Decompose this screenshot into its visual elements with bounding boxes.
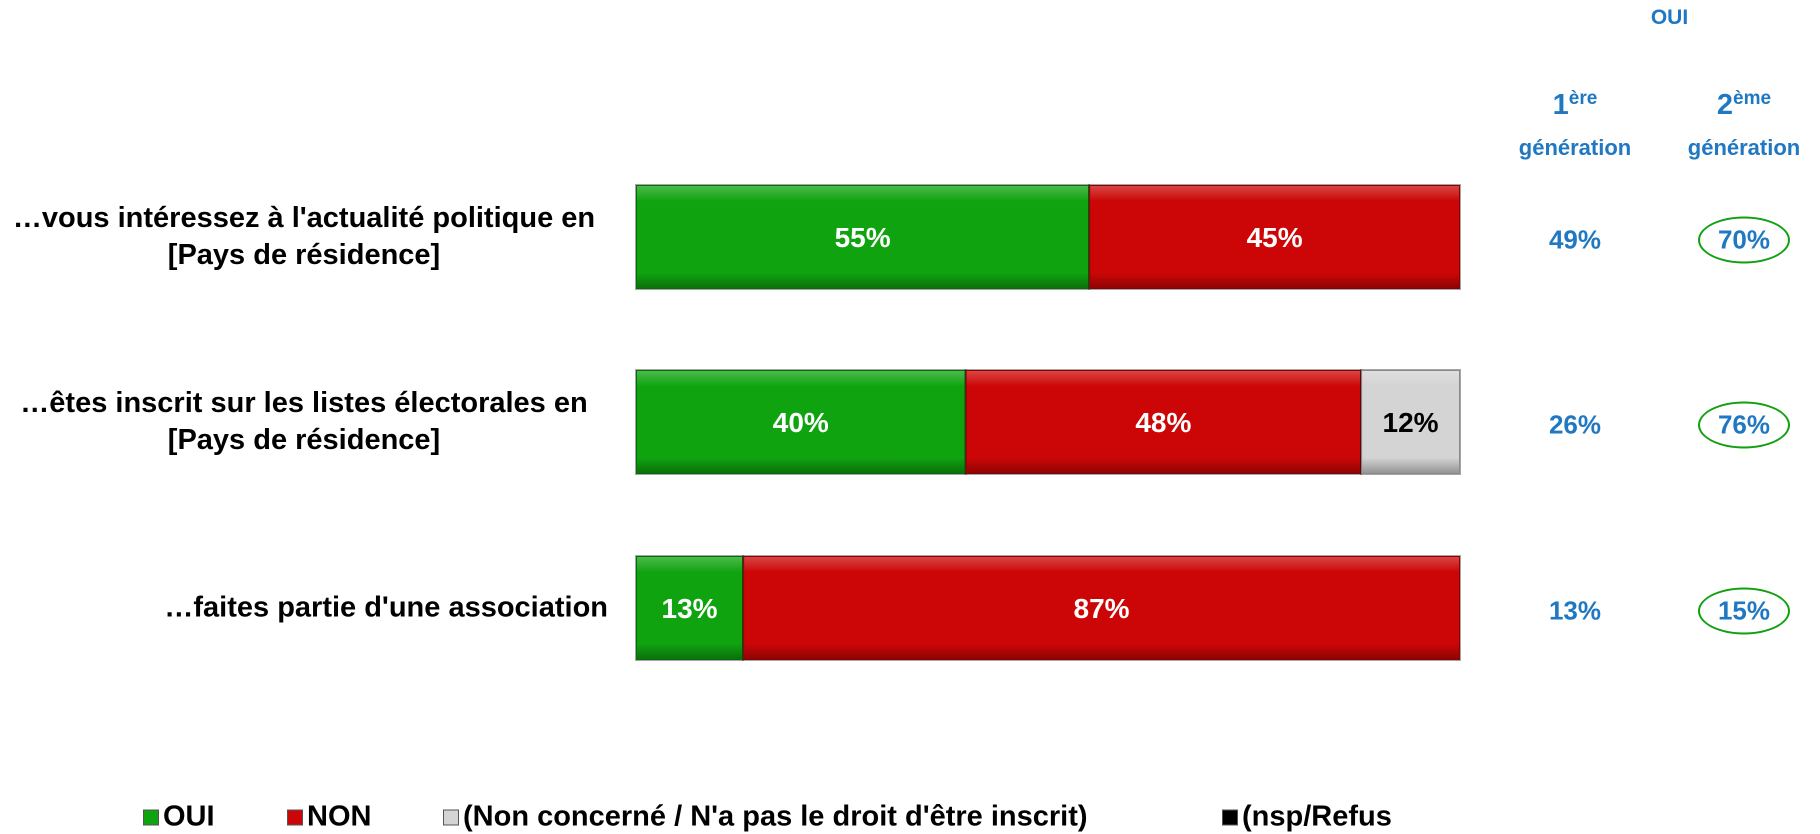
bar-value-label: 12% xyxy=(1383,407,1439,438)
bar-shade xyxy=(966,371,1361,473)
legend-swatch xyxy=(1222,809,1238,825)
column-value: 15% xyxy=(1698,587,1790,635)
bar-shade xyxy=(1362,371,1459,473)
category-label: …faites partie d'une association xyxy=(164,591,608,624)
legend-item: (Non concerné / N'a pas le droit d'être … xyxy=(443,801,1088,834)
bar-value-label: 48% xyxy=(1135,407,1191,438)
legend-label: (Non concerné / N'a pas le droit d'être … xyxy=(463,800,1088,833)
header-sup: ème xyxy=(1733,88,1772,109)
legend-swatch xyxy=(443,809,459,825)
legend-label: NON xyxy=(307,800,372,833)
column-value: 70% xyxy=(1698,216,1790,264)
header-line: 1ère xyxy=(1495,80,1655,129)
bar-shade xyxy=(637,371,965,473)
column-header: 1ère génération xyxy=(1495,80,1655,170)
column-header: 2ème génération xyxy=(1664,80,1820,170)
header-line: génération xyxy=(1495,129,1655,170)
bar-value-label: 87% xyxy=(1074,593,1130,624)
legend-label: OUI xyxy=(163,800,215,833)
header-number: 1 xyxy=(1552,89,1569,121)
header-number: 2 xyxy=(1716,89,1734,121)
header-sup: ère xyxy=(1568,88,1598,109)
bar-value-label: 45% xyxy=(1247,222,1303,253)
bar-value-label: 55% xyxy=(835,222,891,253)
bar-value-label: 40% xyxy=(773,407,829,438)
legend-swatch xyxy=(287,809,303,825)
column-value: 49% xyxy=(1548,224,1602,255)
column-value: 26% xyxy=(1548,409,1602,440)
header-text: génération xyxy=(1687,135,1801,160)
category-label: …êtes inscrit sur les listes électorales… xyxy=(20,387,588,456)
header-text: génération xyxy=(1518,135,1632,160)
legend-item: OUI xyxy=(143,801,215,834)
bar-value-label: 13% xyxy=(662,593,718,624)
legend-item: NON xyxy=(287,801,371,834)
side-title: OUI xyxy=(1650,6,1689,29)
category-label: …vous intéressez à l'actualité politique… xyxy=(12,202,596,271)
bar-shade xyxy=(637,186,1089,288)
column-value: 76% xyxy=(1698,401,1790,449)
legend-swatch xyxy=(143,809,159,825)
bar-shade xyxy=(637,557,743,659)
legend-item: (nsp/Refus xyxy=(1222,801,1392,834)
header-line: génération xyxy=(1664,129,1820,170)
bar-shade xyxy=(1090,186,1459,288)
header-line: 2ème xyxy=(1664,80,1820,129)
bar-shade xyxy=(744,557,1459,659)
column-value: 13% xyxy=(1548,595,1602,626)
legend-label: (nsp/Refus xyxy=(1242,800,1392,833)
